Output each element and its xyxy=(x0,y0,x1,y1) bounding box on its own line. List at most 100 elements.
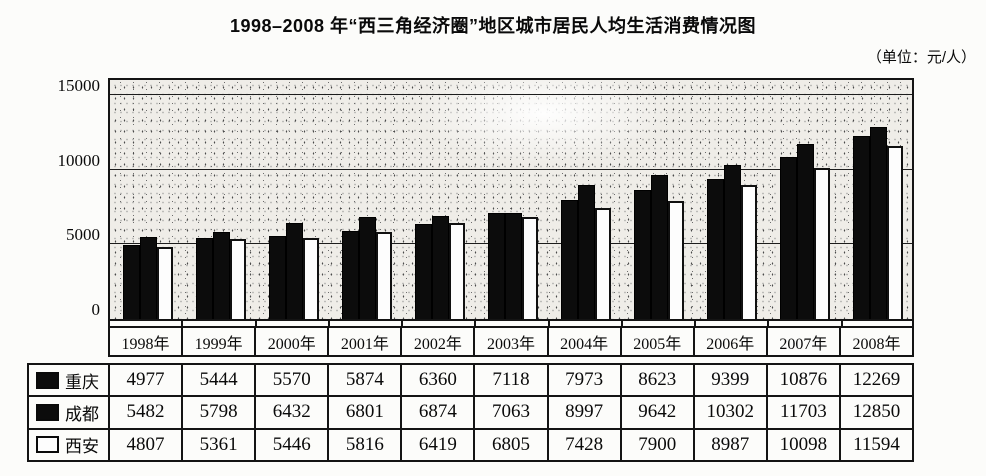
value-chengdu-1998: 5482 xyxy=(108,397,181,428)
legend-cell-xian: 西安 xyxy=(29,430,108,460)
table-row-xian: 西安 4807 5361 5446 5816 6419 6805 7428 7900 8987 10… xyxy=(29,427,912,460)
value-xian-1998: 4807 xyxy=(108,429,181,460)
bar-group-2007 xyxy=(766,80,839,319)
value-xian-2001: 5816 xyxy=(327,429,400,460)
bar-xian-2004 xyxy=(594,208,611,319)
bar-xian-2003 xyxy=(521,217,538,319)
unit-label: （单位：元/人） xyxy=(866,49,976,66)
x-axis-tick-10 xyxy=(841,321,843,326)
bar-chongqing-2000 xyxy=(269,236,287,319)
value-xian-2005: 7900 xyxy=(619,429,693,460)
plot-area xyxy=(108,78,914,321)
bar-group-2005 xyxy=(620,80,693,319)
year-header-2000: 2000年 xyxy=(254,328,327,355)
value-chongqing-2001: 5874 xyxy=(327,365,400,396)
value-chengdu-2008: 12850 xyxy=(838,397,912,428)
x-axis-tick-4 xyxy=(401,321,403,326)
legend-label-chengdu: 成都 xyxy=(65,404,99,424)
legend-swatch-chongqing xyxy=(36,371,59,389)
bar-chengdu-2003 xyxy=(504,213,522,319)
bar-chongqing-1998 xyxy=(123,245,141,319)
bar-xian-1999 xyxy=(230,239,247,319)
x-axis-ticks xyxy=(108,321,914,326)
value-chengdu-2003: 7063 xyxy=(473,397,546,428)
bar-xian-2006 xyxy=(740,185,757,319)
bar-chongqing-2008 xyxy=(852,136,870,319)
data-table: 重庆 4977 5444 5570 5874 6360 7118 7973 8623 9399 10… xyxy=(27,363,914,462)
bar-group-2004 xyxy=(547,80,620,319)
value-xian-2007: 10098 xyxy=(765,429,839,460)
value-chongqing-2008: 12269 xyxy=(838,365,912,396)
value-chongqing-2003: 7118 xyxy=(473,365,546,396)
y-tick-label-5000: 5000 xyxy=(66,225,100,244)
bar-groups xyxy=(110,80,912,319)
year-header-2003: 2003年 xyxy=(473,328,546,355)
bar-xian-2002 xyxy=(449,223,466,319)
bar-xian-1998 xyxy=(157,247,174,319)
value-chengdu-2002: 6874 xyxy=(400,397,473,428)
value-chongqing-1998: 4977 xyxy=(108,365,181,396)
bar-chongqing-2001 xyxy=(342,231,360,319)
legend-label-chongqing: 重庆 xyxy=(65,372,99,392)
bar-chengdu-2008 xyxy=(869,127,887,319)
year-header-2002: 2002年 xyxy=(400,328,473,355)
bar-xian-2007 xyxy=(813,168,830,319)
bar-chongqing-2007 xyxy=(779,157,797,319)
gridline-15000 xyxy=(110,94,912,95)
value-chongqing-2004: 7973 xyxy=(546,365,620,396)
year-header-2008: 2008年 xyxy=(838,328,912,355)
bar-chongqing-2006 xyxy=(706,179,724,319)
x-axis-tick-3 xyxy=(328,321,330,326)
x-axis-tick-11 xyxy=(912,321,914,326)
value-chongqing-2002: 6360 xyxy=(400,365,473,396)
y-tick-label-15000: 15000 xyxy=(57,76,101,95)
x-axis-tick-9 xyxy=(767,321,769,326)
x-axis-tick-7 xyxy=(621,321,623,326)
bar-chongqing-2003 xyxy=(487,213,505,319)
year-header-2006: 2006年 xyxy=(692,328,766,355)
year-header-2001: 2001年 xyxy=(327,328,400,355)
value-chengdu-2000: 6432 xyxy=(254,397,327,428)
bar-chengdu-2006 xyxy=(723,165,741,319)
value-chongqing-2007: 10876 xyxy=(765,365,839,396)
y-tick-label-0: 0 xyxy=(91,300,101,319)
x-axis-tick-0 xyxy=(108,321,110,326)
bar-group-2006 xyxy=(693,80,766,319)
value-chengdu-2004: 8997 xyxy=(546,397,620,428)
bar-chengdu-2005 xyxy=(650,175,668,319)
value-chongqing-1999: 5444 xyxy=(181,365,254,396)
bar-xian-2000 xyxy=(303,238,320,319)
bar-chongqing-2005 xyxy=(633,190,651,319)
x-axis-tick-5 xyxy=(474,321,476,326)
value-chongqing-2005: 8623 xyxy=(619,365,693,396)
value-chengdu-2005: 9642 xyxy=(619,397,693,428)
bar-group-2001 xyxy=(329,80,402,319)
year-header-2005: 2005年 xyxy=(619,328,693,355)
year-header-2007: 2007年 xyxy=(765,328,839,355)
y-tick-label-10000: 10000 xyxy=(57,151,101,170)
value-chengdu-1999: 5798 xyxy=(181,397,254,428)
year-header-1999: 1999年 xyxy=(181,328,254,355)
bar-group-2002 xyxy=(402,80,475,319)
x-axis-tick-1 xyxy=(181,321,183,326)
value-chengdu-2001: 6801 xyxy=(327,397,400,428)
value-xian-2008: 11594 xyxy=(838,429,912,460)
bar-xian-2008 xyxy=(886,146,903,319)
year-header-row: 1998年 1999年 2000年 2001年 2002年 2003年 2004年 2005年… xyxy=(108,326,914,357)
bar-group-2000 xyxy=(256,80,329,319)
x-axis-tick-6 xyxy=(548,321,550,326)
value-chengdu-2006: 10302 xyxy=(692,397,766,428)
bar-chengdu-2002 xyxy=(432,216,450,319)
bar-chengdu-2007 xyxy=(796,144,814,319)
value-xian-2003: 6805 xyxy=(473,429,546,460)
legend-cell-chengdu: 成都 xyxy=(29,397,108,427)
value-xian-2000: 5446 xyxy=(254,429,327,460)
bar-chongqing-1999 xyxy=(196,238,214,319)
bar-chengdu-1998 xyxy=(140,237,158,319)
bar-xian-2001 xyxy=(376,232,393,319)
bar-group-1999 xyxy=(183,80,256,319)
legend-swatch-chengdu xyxy=(36,403,59,421)
legend-cell-chongqing: 重庆 xyxy=(29,365,108,395)
bar-group-2003 xyxy=(475,80,548,319)
value-xian-2004: 7428 xyxy=(546,429,620,460)
